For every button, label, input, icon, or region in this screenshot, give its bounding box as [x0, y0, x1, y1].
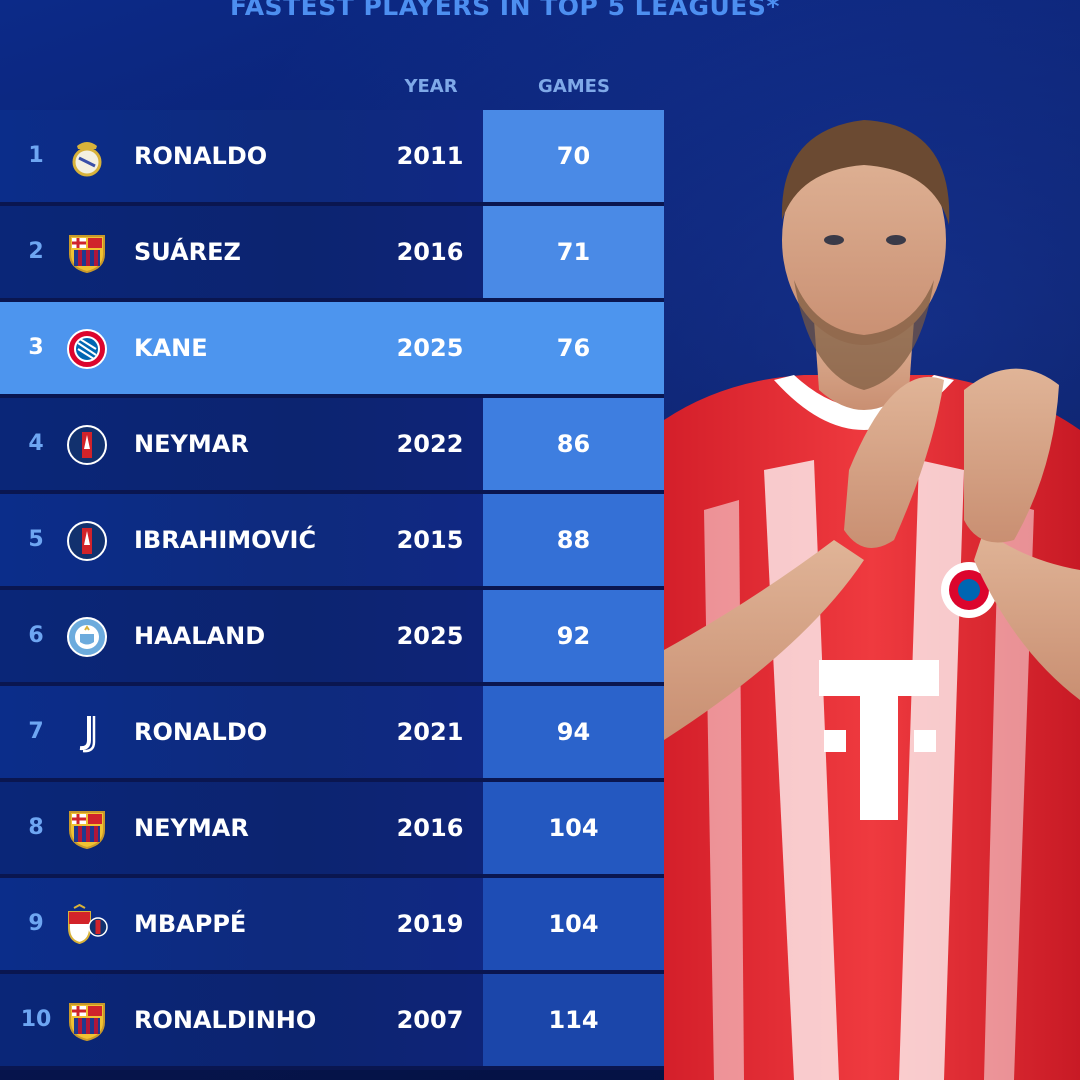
- table-row: 4 NEYMAR 2022 86: [0, 398, 664, 494]
- psg-crest-icon: [67, 425, 107, 465]
- player-name: HAALAND: [134, 622, 266, 650]
- record-year: 2007: [396, 1006, 464, 1034]
- record-year: 2019: [396, 910, 464, 938]
- barcelona-crest-icon: [69, 235, 105, 274]
- table-row: 5 IBRAHIMOVIĆ 2015 88: [0, 494, 664, 590]
- record-year: 2015: [396, 526, 464, 554]
- barcelona-crest-icon: [69, 811, 105, 850]
- bayern-munich-crest-icon: [67, 329, 107, 369]
- monaco-psg-crest-icon: [68, 904, 108, 945]
- rank-number: 6: [28, 623, 44, 648]
- rank-number: 10: [20, 1007, 52, 1032]
- games-count: 71: [483, 206, 664, 298]
- games-count: 94: [483, 686, 664, 778]
- rank-number: 2: [28, 239, 44, 264]
- table-row: 9 MBAPPÉ 2019 104: [0, 878, 664, 974]
- record-year: 2025: [396, 622, 464, 650]
- table-row: 8 NEYMAR 2016 104: [0, 782, 664, 878]
- games-count: 104: [483, 878, 664, 970]
- psg-crest-icon: [67, 521, 107, 561]
- table-row: 6 HAALAND 2025 92: [0, 590, 664, 686]
- rank-number: 5: [28, 527, 44, 552]
- rank-number: 3: [28, 335, 44, 360]
- real-madrid-crest-icon: [72, 142, 102, 177]
- player-name: RONALDO: [134, 142, 268, 170]
- record-year: 2011: [396, 142, 464, 170]
- games-count: 88: [483, 494, 664, 586]
- record-year: 2016: [396, 814, 464, 842]
- player-photo-kane: [664, 120, 1080, 1080]
- rank-number: 1: [28, 143, 44, 168]
- player-name: SUÁREZ: [134, 238, 241, 266]
- player-name: NEYMAR: [134, 814, 249, 842]
- table-row: 1 RONALDO 2011 70: [0, 110, 664, 206]
- manchester-city-crest-icon: [67, 617, 107, 657]
- table-row: 7 RONALDO 2021 94: [0, 686, 664, 782]
- player-name: KANE: [134, 334, 208, 362]
- games-count: 70: [483, 110, 664, 202]
- table-row-highlighted: 3 KANE 2025 76: [0, 302, 664, 398]
- record-year: 2025: [396, 334, 464, 362]
- player-name: RONALDINHO: [134, 1006, 317, 1034]
- rank-number: 4: [28, 431, 44, 456]
- player-name: MBAPPÉ: [134, 910, 247, 938]
- games-count: 92: [483, 590, 664, 682]
- rank-number: 7: [28, 719, 44, 744]
- juventus-crest-icon: [79, 716, 96, 753]
- games-count: 86: [483, 398, 664, 490]
- record-year: 2016: [396, 238, 464, 266]
- table-row: 10 RONALDINHO 2007 114: [0, 974, 664, 1070]
- column-header-games: GAMES: [538, 76, 610, 97]
- games-count: 114: [483, 974, 664, 1066]
- games-count: 104: [483, 782, 664, 874]
- record-year: 2021: [396, 718, 464, 746]
- page-title: FASTEST PLAYERS IN TOP 5 LEAGUES*: [230, 0, 780, 21]
- column-header-year: YEAR: [404, 76, 458, 97]
- record-year: 2022: [396, 430, 464, 458]
- rank-number: 8: [28, 815, 44, 840]
- ranking-table: 1 RONALDO 2011 70 2 SUÁREZ 2016 71 3: [0, 110, 664, 1070]
- rank-number: 9: [28, 911, 44, 936]
- player-name: NEYMAR: [134, 430, 249, 458]
- player-name: IBRAHIMOVIĆ: [134, 526, 317, 554]
- player-name: RONALDO: [134, 718, 268, 746]
- table-row: 2 SUÁREZ 2016 71: [0, 206, 664, 302]
- games-count: 76: [483, 302, 664, 394]
- barcelona-crest-icon: [69, 1003, 105, 1042]
